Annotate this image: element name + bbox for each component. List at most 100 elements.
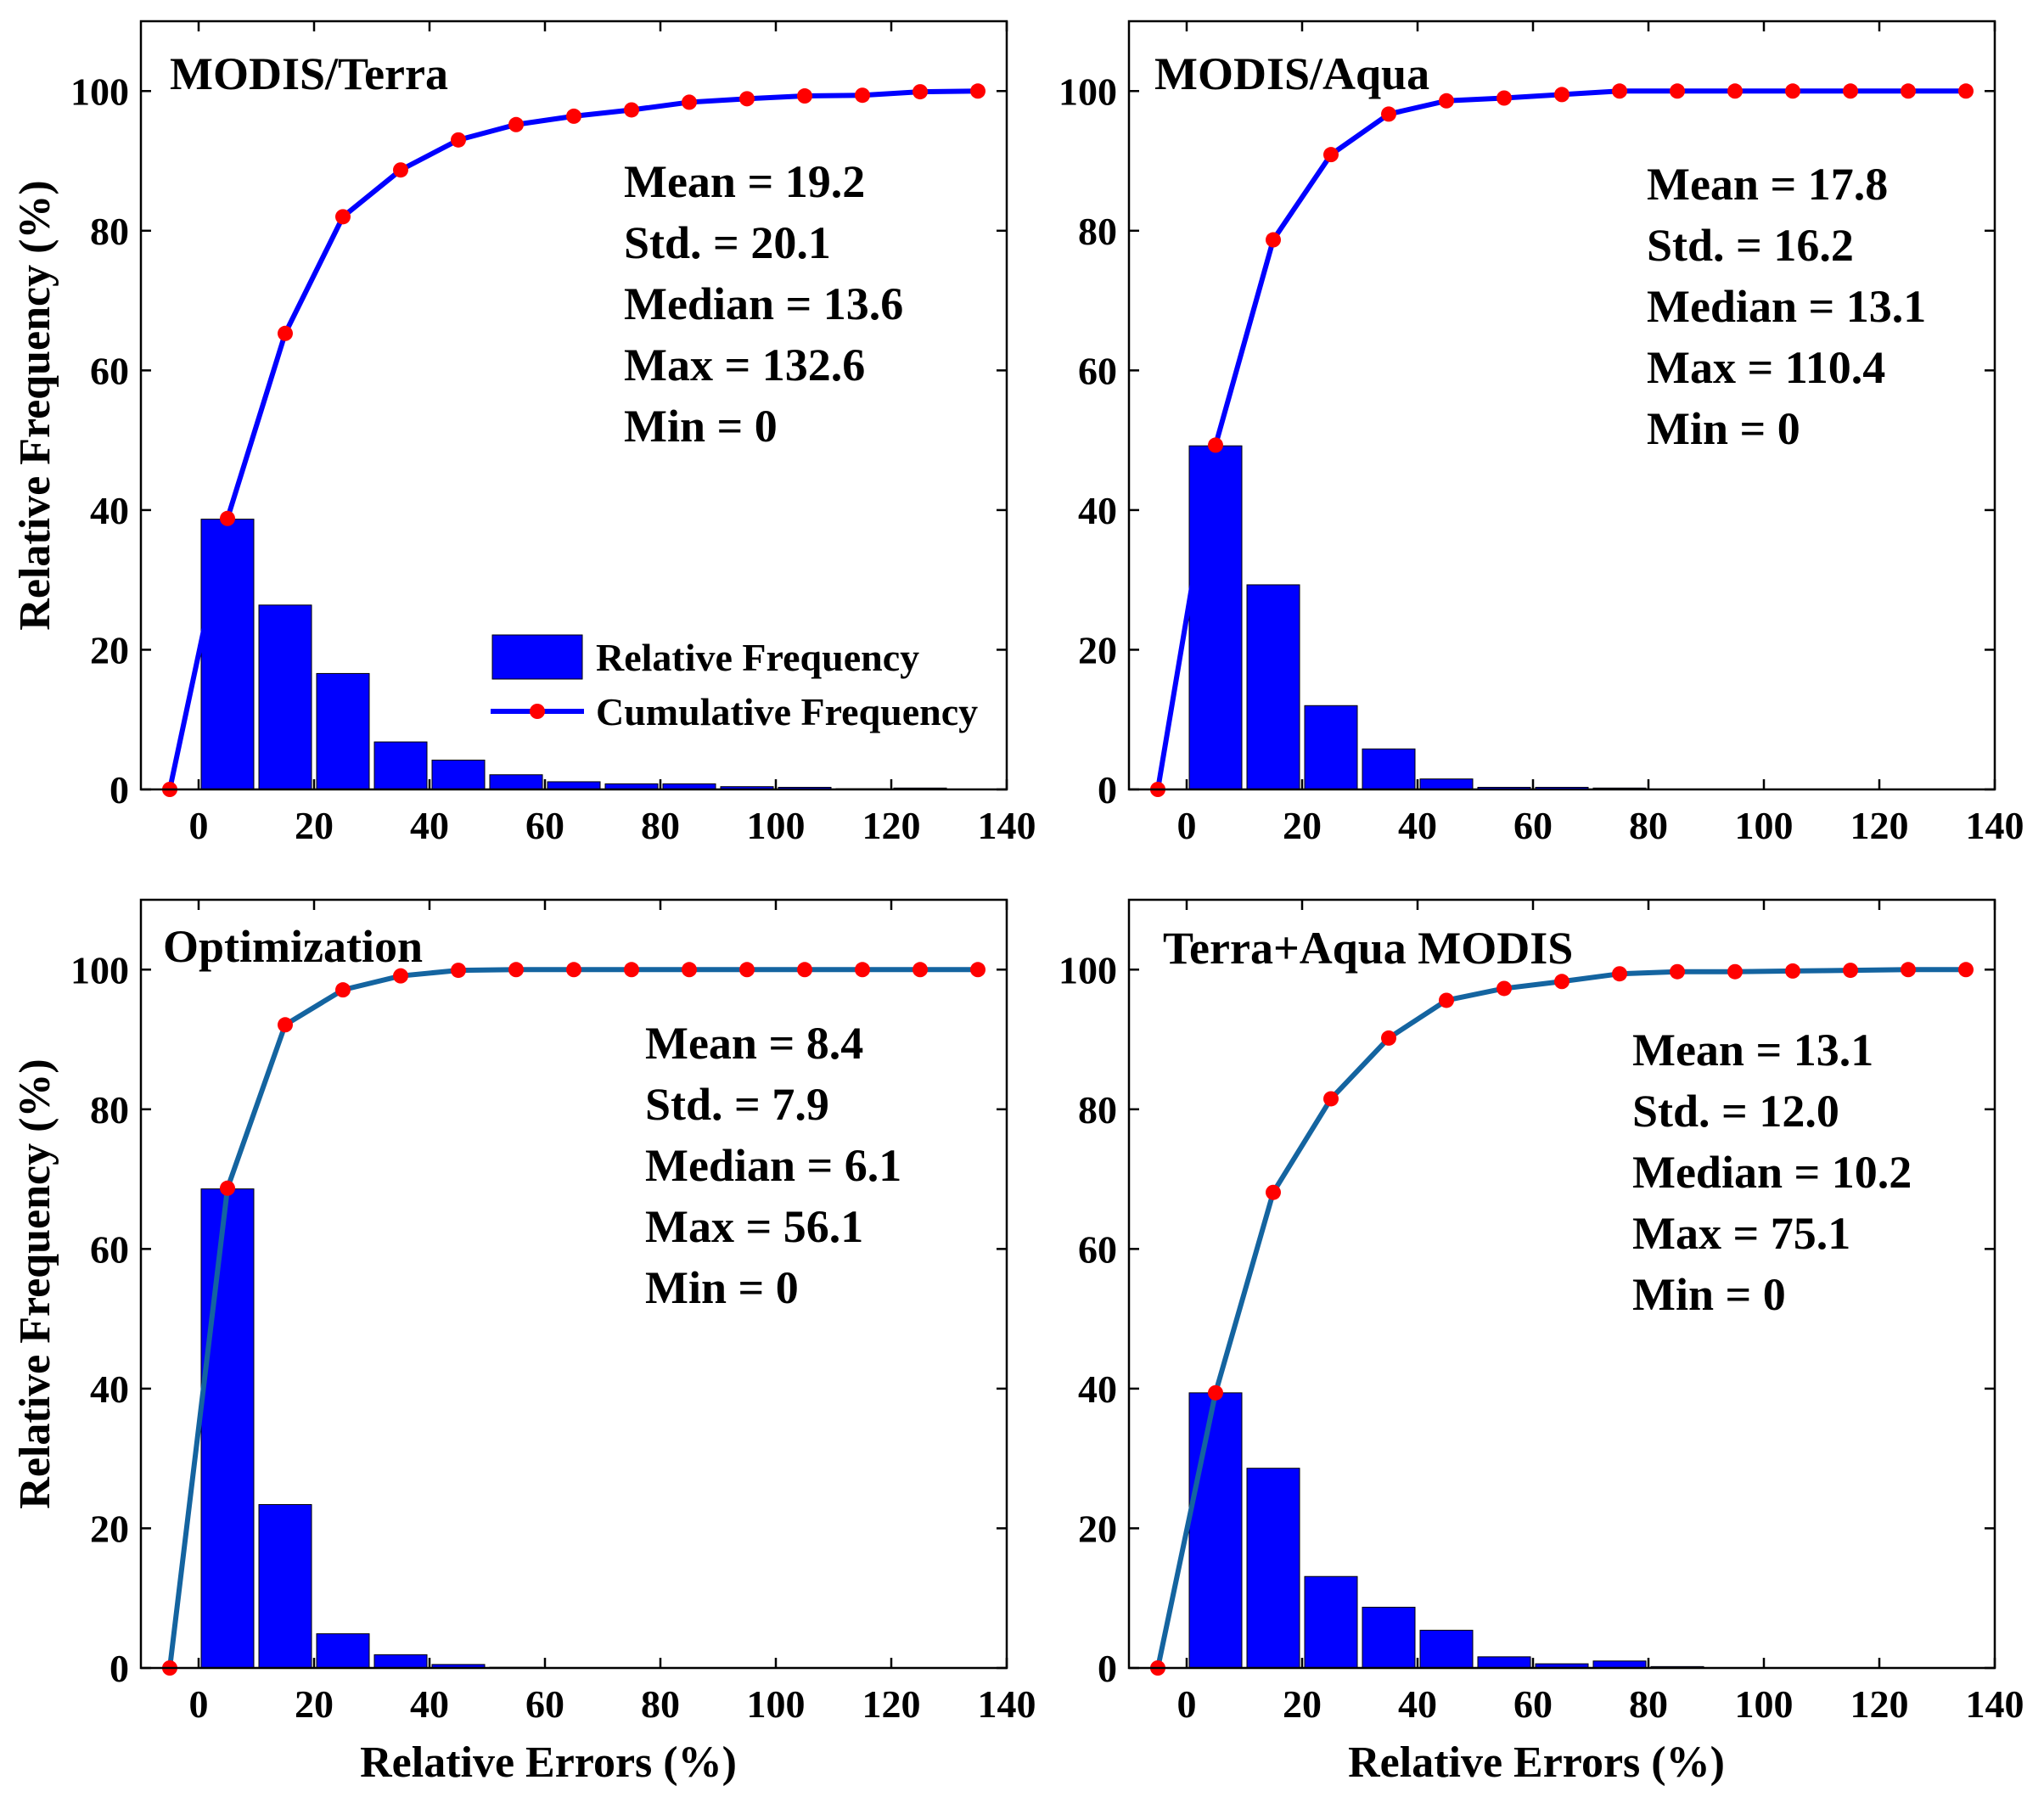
x-tick-label: 140 <box>978 804 1036 847</box>
y-tick-label: 80 <box>90 1088 129 1132</box>
relative-frequency-bar <box>316 1633 370 1669</box>
cumulative-frequency-point <box>220 510 235 526</box>
cumulative-frequency-point <box>682 962 697 978</box>
x-tick-label: 60 <box>525 1682 564 1726</box>
legend-bar-swatch <box>491 634 583 680</box>
stat-line: Mean = 17.8 <box>1647 159 1888 210</box>
cumulative-frequency-point <box>1554 974 1570 990</box>
stat-line: Max = 75.1 <box>1632 1208 1850 1259</box>
chart-panel-4: 0 20 40 60 80 100 120 140 0 20 40 60 80 100 Terra+Aqua… <box>1058 898 2024 1787</box>
cumulative-frequency-point <box>1843 83 1858 99</box>
stat-line: Min = 0 <box>624 401 778 452</box>
y-tick-label: 100 <box>70 70 129 113</box>
x-tick-label: 20 <box>1283 1682 1322 1726</box>
stat-line: Median = 6.1 <box>645 1140 901 1191</box>
y-axis-label: Relative Frequency (%) <box>11 180 59 630</box>
stat-line: Mean = 8.4 <box>645 1018 863 1069</box>
chart-panel-2: 0 20 40 60 80 100 120 140 0 20 40 60 80 100 MODIS/Aqua… <box>1058 20 2024 847</box>
cumulative-frequency-point <box>1381 106 1396 122</box>
x-tick-label: 100 <box>1735 804 1794 847</box>
x-tick-label: 100 <box>747 1682 806 1726</box>
stat-line: Max = 56.1 <box>645 1201 863 1252</box>
cumulative-frequency-point <box>278 325 293 341</box>
cumulative-frequency-point <box>335 209 351 225</box>
stat-line: Std. = 7.9 <box>645 1079 829 1130</box>
x-tick-label: 120 <box>1850 804 1909 847</box>
cumulative-frequency-point <box>1612 966 1627 982</box>
relative-frequency-bar <box>1188 1392 1243 1669</box>
legend-relative-label: Relative Frequency <box>596 636 919 679</box>
cumulative-frequency-point <box>1208 1384 1223 1401</box>
y-tick-label: 40 <box>1078 489 1117 532</box>
x-axis-label: Relative Errors (%) <box>360 1738 737 1787</box>
relative-frequency-bar <box>1362 1606 1416 1669</box>
panel-title: MODIS/Terra <box>170 48 448 99</box>
x-tick-label: 40 <box>410 804 449 847</box>
legend-cumulative-label: Cumulative Frequency <box>596 690 978 733</box>
cumulative-frequency-point <box>1958 83 1974 99</box>
relative-frequency-bar <box>258 1503 312 1669</box>
cumulative-frequency-point <box>1323 147 1339 163</box>
x-tick-label: 140 <box>978 1682 1036 1726</box>
stat-line: Std. = 16.2 <box>1647 220 1854 271</box>
y-tick-label: 80 <box>90 210 129 253</box>
cumulative-frequency-point <box>278 1017 293 1033</box>
y-tick-label: 0 <box>110 1647 129 1690</box>
stat-line: Min = 0 <box>1647 403 1800 454</box>
x-axis-label: Relative Errors (%) <box>1348 1738 1725 1787</box>
stat-line: Median = 10.2 <box>1632 1147 1912 1198</box>
x-tick-label: 60 <box>1513 1682 1553 1726</box>
x-tick-label: 40 <box>1398 1682 1437 1726</box>
y-tick-label: 60 <box>1078 349 1117 392</box>
y-tick-label: 20 <box>90 628 129 671</box>
y-tick-label: 0 <box>1098 768 1117 811</box>
x-tick-label: 0 <box>1177 1682 1197 1726</box>
cumulative-frequency-point <box>1439 992 1454 1008</box>
cumulative-frequency-point <box>1612 83 1627 99</box>
stat-line: Min = 0 <box>1632 1269 1786 1320</box>
x-tick-label: 140 <box>1966 1682 2024 1726</box>
x-tick-label: 100 <box>1735 1682 1794 1726</box>
cumulative-frequency-point <box>1785 83 1800 99</box>
cumulative-frequency-point <box>335 982 351 998</box>
cumulative-frequency-point <box>1554 87 1570 103</box>
panel-title: Terra+Aqua MODIS <box>1163 923 1573 974</box>
plot-frame <box>1127 898 1996 1670</box>
x-tick-label: 140 <box>1966 804 2024 847</box>
stat-line: Median = 13.6 <box>624 278 903 329</box>
cumulative-frequency-point <box>1843 963 1858 979</box>
panel-title: Optimization <box>163 921 423 972</box>
x-tick-label: 120 <box>862 804 921 847</box>
cumulative-frequency-point <box>1381 1030 1396 1046</box>
cumulative-frequency-point <box>1496 90 1512 106</box>
relative-frequency-bar <box>1419 1630 1474 1669</box>
cumulative-frequency-point <box>220 1180 235 1196</box>
relative-frequency-bar <box>1419 778 1474 790</box>
cumulative-frequency-point <box>624 962 639 978</box>
x-tick-label: 80 <box>1629 1682 1668 1726</box>
relative-frequency-bar <box>1246 584 1300 790</box>
cumulative-frequency-point <box>451 132 466 148</box>
cumulative-frequency-point <box>739 91 755 107</box>
cumulative-frequency-point <box>1266 232 1281 248</box>
cumulative-frequency-point <box>855 962 870 978</box>
cumulative-frequency-point <box>970 83 986 99</box>
cumulative-frequency-point <box>1439 93 1454 109</box>
y-axis-label: Relative Frequency (%) <box>11 1059 59 1508</box>
y-tick-label: 0 <box>1098 1647 1117 1690</box>
x-tick-label: 80 <box>1629 804 1668 847</box>
relative-frequency-bar <box>373 1654 428 1669</box>
stat-line: Mean = 19.2 <box>624 156 865 207</box>
stat-line: Median = 13.1 <box>1647 281 1926 332</box>
cumulative-frequency-point <box>1785 963 1800 979</box>
y-tick-label: 20 <box>90 1507 129 1550</box>
cumulative-frequency-point <box>393 968 408 984</box>
x-tick-label: 40 <box>1398 804 1437 847</box>
legend-marker-swatch <box>530 704 545 719</box>
cumulative-frequency-point <box>1266 1184 1281 1200</box>
relative-frequency-bar <box>1304 705 1358 790</box>
x-tick-label: 20 <box>295 1682 334 1726</box>
plot-frame <box>139 898 1008 1670</box>
chart-panel-3: 0 20 40 60 80 100 120 140 0 20 40 60 80 100 Optimizati… <box>11 898 1036 1787</box>
